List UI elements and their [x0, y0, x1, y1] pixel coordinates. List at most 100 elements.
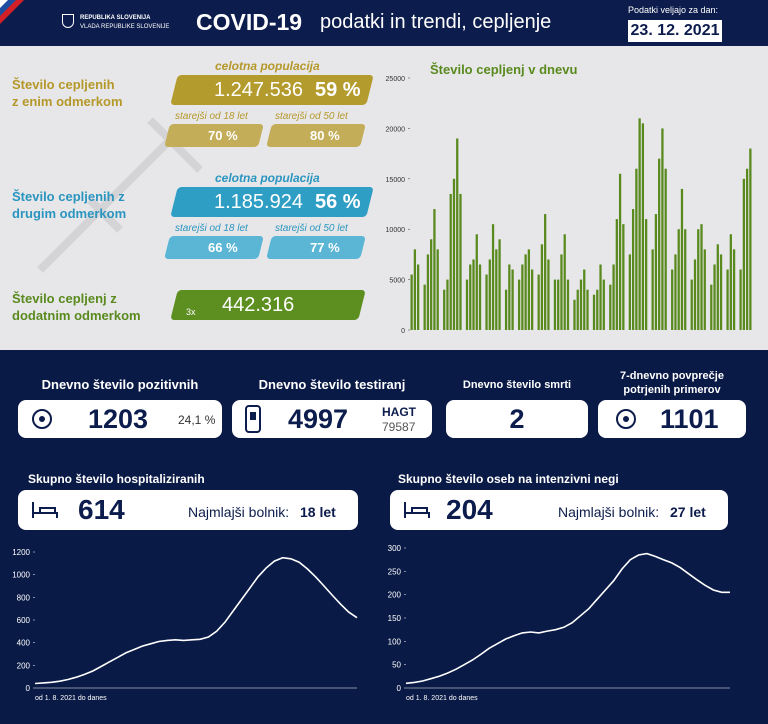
stat-box: [446, 400, 588, 438]
y-tick-label: 0: [26, 684, 31, 693]
bar: [749, 148, 752, 330]
bar: [517, 279, 521, 330]
bar: [680, 188, 684, 330]
bar: [622, 224, 625, 330]
bed-icon: [32, 502, 58, 518]
bar: [557, 279, 560, 330]
test-icon: [245, 405, 261, 433]
group-value: 77 %: [310, 240, 340, 255]
bar: [413, 249, 417, 330]
bar: [638, 118, 641, 330]
line-chart: 0 200 400 600 800 1000 1200 od 1. 8. 2021 do da…: [12, 548, 358, 702]
bar: [732, 249, 736, 330]
total: 1.185.924: [214, 191, 303, 213]
title-line: potrjenih primerov: [623, 384, 721, 396]
bar: [452, 178, 456, 330]
y-tick-label: 20000: [386, 126, 406, 133]
bar: [524, 254, 527, 330]
bar: [742, 178, 745, 330]
bar: [579, 279, 583, 330]
bar: [488, 259, 491, 330]
bar: [456, 138, 459, 330]
y-tick-label: 10000: [386, 227, 406, 234]
y-tick-label: 50: [392, 661, 401, 670]
bar: [504, 289, 508, 330]
y-tick-label: 300: [388, 544, 402, 553]
bar: [449, 193, 452, 330]
bar: [658, 158, 661, 330]
bar: [713, 264, 716, 330]
bar: [635, 168, 638, 330]
bar: [602, 279, 605, 330]
bar: [521, 264, 524, 330]
bar: [628, 254, 631, 330]
badge-label: 3x: [186, 307, 196, 317]
bar: [443, 289, 446, 330]
bar: [547, 259, 550, 330]
stat-title: 7-dnevno povprečje potrjenih primerov: [598, 369, 746, 397]
bar: [566, 279, 570, 330]
bar: [583, 269, 586, 330]
bar: [631, 209, 635, 330]
stat-value: 1101: [660, 404, 719, 434]
stat-box: [598, 400, 746, 438]
bar: [674, 254, 677, 330]
bar: [472, 259, 475, 330]
bar: [540, 244, 544, 330]
y-tick-label: 100: [388, 637, 402, 646]
label-line: Število cepljenj z: [12, 291, 117, 306]
bar: [459, 193, 462, 330]
bar: [478, 264, 482, 330]
hosp-title: Skupno število hospitaliziranih: [28, 472, 205, 486]
bar: [641, 123, 645, 330]
x-caption: od 1. 8. 2021 do danes: [35, 695, 107, 702]
bar: [576, 289, 579, 330]
y-tick-label: 600: [17, 616, 31, 625]
y-tick-label: 400: [17, 639, 31, 648]
caption: starejši od 18 let: [175, 223, 248, 234]
label-line: dodatnim odmerkom: [12, 308, 141, 323]
logo-line: REPUBLIKA SLOVENIJA: [80, 15, 151, 21]
bar-chart: Število cepljenj v dnevu 0 5000 10000 15000 2…: [386, 62, 752, 335]
label-line: z enim odmerkom: [12, 94, 123, 109]
y-tick-label: 5000: [389, 278, 405, 285]
line: [34, 556, 358, 685]
bar: [426, 254, 430, 330]
bar: [618, 173, 622, 330]
virus-icon: [616, 409, 636, 429]
y-tick-label: 250: [388, 567, 402, 576]
bar: [615, 219, 618, 330]
y-tick-label: 1000: [12, 571, 30, 580]
caption: celotna populacija: [215, 171, 320, 185]
bar: [475, 234, 478, 330]
vacc-label: Število cepljenj z dodatnim odmerkom: [12, 290, 141, 324]
coat-of-arms: [62, 14, 74, 28]
label-line: drugim odmerkom: [12, 206, 127, 221]
label-line: Število cepljenih z: [12, 189, 125, 204]
bar: [592, 294, 596, 330]
bar: [609, 284, 612, 330]
percent: 56 %: [315, 191, 361, 213]
stat-title: Dnevno število pozitivnih: [41, 377, 199, 392]
hosp-box: [390, 490, 728, 530]
vacc-label: Število cepljenih z enim odmerkom: [12, 76, 123, 110]
bar: [677, 229, 680, 330]
group-value: 66 %: [208, 240, 238, 255]
bar: [446, 279, 449, 330]
bar: [508, 264, 511, 330]
group-value: 80 %: [310, 128, 340, 143]
group-value: 70 %: [208, 128, 238, 143]
bar: [664, 168, 667, 330]
chart-title: Število cepljenj v dnevu: [430, 62, 577, 77]
bar: [645, 219, 648, 330]
y-tick-label: 200: [388, 591, 402, 600]
hosp-title: Skupno število oseb na intenzivni negi: [398, 472, 619, 486]
y-tick-label: 15000: [386, 177, 406, 184]
y-tick-label: 0: [397, 684, 402, 693]
flag-corner: [0, 0, 24, 24]
caption: starejši od 50 let: [275, 111, 348, 122]
bar: [560, 254, 563, 330]
hosp-box: [18, 490, 358, 530]
bar: [739, 269, 742, 330]
bar: [430, 239, 433, 330]
